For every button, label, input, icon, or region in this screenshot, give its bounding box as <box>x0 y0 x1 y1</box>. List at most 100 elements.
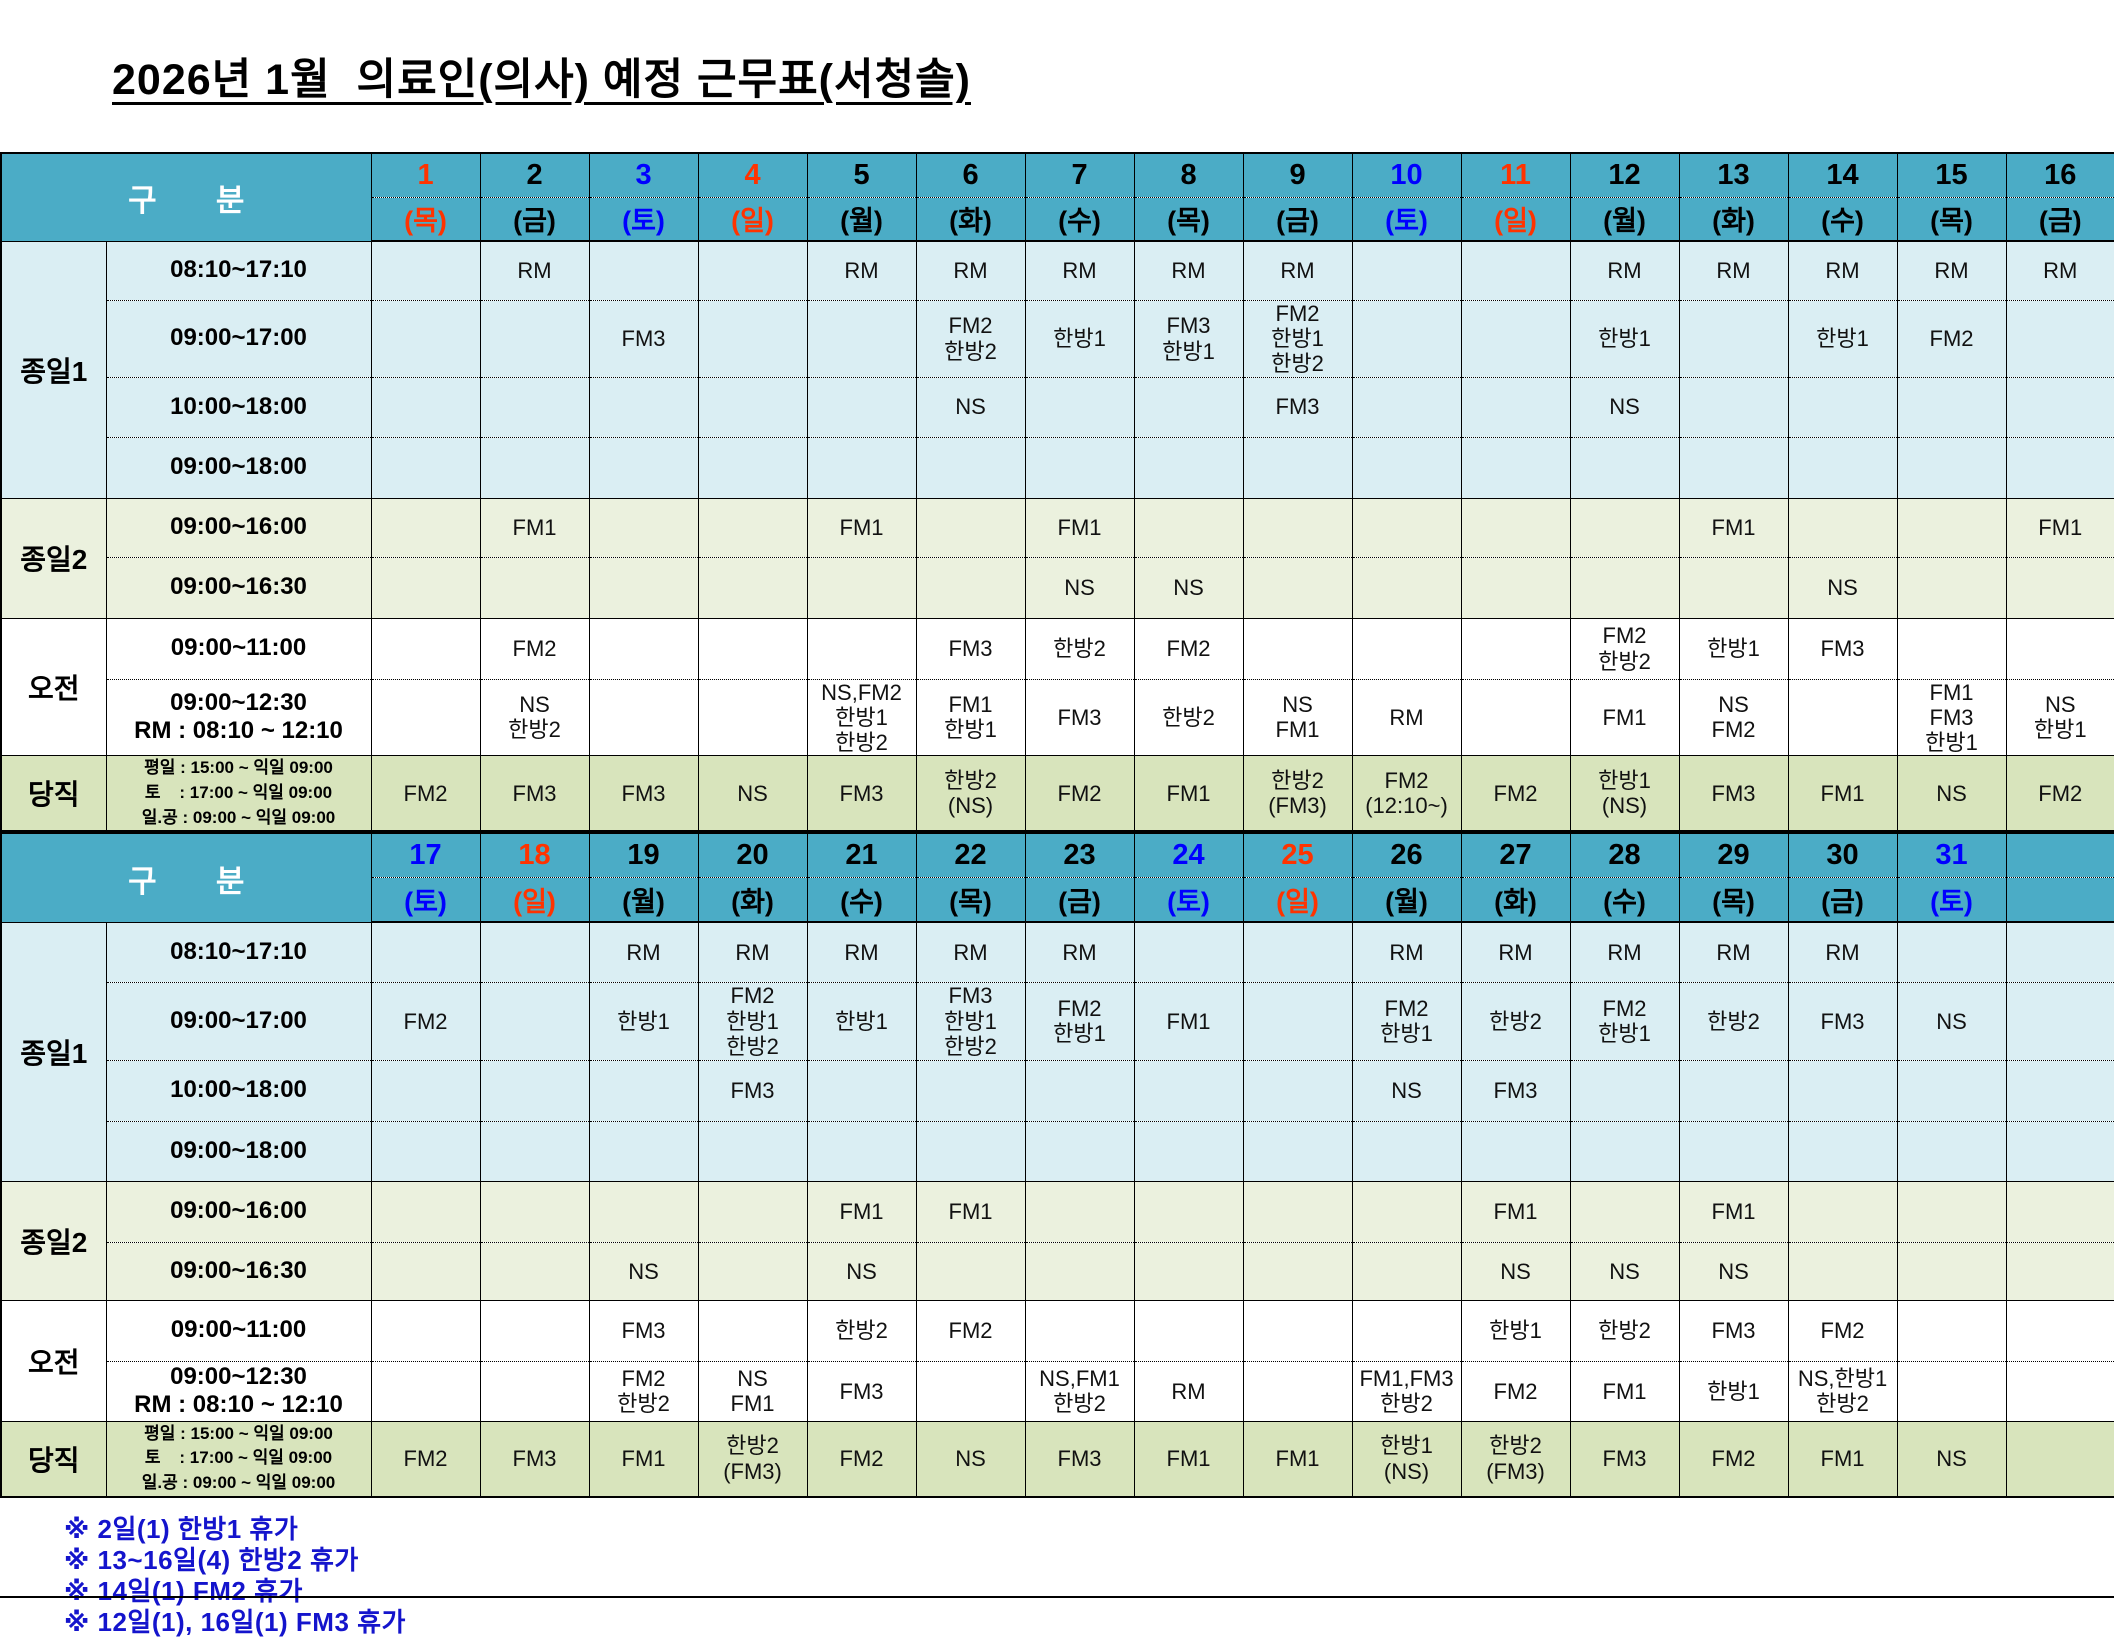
schedule-cell: FM2 한방2 <box>588 1360 699 1422</box>
schedule-cell: FM2 <box>915 1299 1026 1362</box>
schedule-cell <box>1569 436 1680 498</box>
schedule-cell <box>1569 1059 1680 1122</box>
schedule-cell <box>1787 376 1898 437</box>
schedule-cell: FM1 FM3 한방1 <box>1896 678 2007 756</box>
schedule-cell <box>697 240 808 300</box>
schedule-cell: FM1 <box>1678 497 1789 557</box>
tables-mount: 구 분 1 2 3 4 5 6 7 8 9 10 11 12 13 14 15 16 (목) (금) (토) (일) (월… <box>0 152 2114 1498</box>
schedule-cell <box>1678 556 1789 618</box>
day-number-header: 14 <box>1787 152 1898 197</box>
schedule-cell <box>1024 376 1135 437</box>
time-slot-label: 10:00~18:00 <box>105 376 372 437</box>
day-number-header: 10 <box>1351 152 1462 197</box>
schedule-cell: FM3 한방1 한방2 <box>915 981 1026 1061</box>
schedule-cell <box>1787 436 1898 498</box>
schedule-cell: RM <box>806 240 917 300</box>
schedule-cell: FM1 <box>1133 755 1244 832</box>
schedule-cell <box>2005 617 2114 679</box>
schedule-cell <box>1896 1299 2007 1362</box>
schedule-cell <box>370 436 481 498</box>
day-number-header <box>2005 832 2114 878</box>
schedule-cell: FM2 <box>370 981 481 1061</box>
schedule-cell <box>915 436 1026 498</box>
schedule-cell <box>806 376 917 437</box>
schedule-cell <box>370 1360 481 1422</box>
schedule-cell <box>479 436 590 498</box>
schedule-cell: FM1 <box>2005 497 2114 557</box>
day-weekday-header: (목) <box>1678 876 1789 924</box>
schedule-table-1: 구 분 1 2 3 4 5 6 7 8 9 10 11 12 13 14 15 16 (목) (금) (토) (일) (월… <box>0 152 2114 833</box>
schedule-cell <box>588 617 699 679</box>
time-slot-label: 09:00~12:30 RM : 08:10 ~ 12:10 <box>105 678 372 756</box>
schedule-cell <box>2005 1180 2114 1243</box>
schedule-cell: FM3 <box>806 755 917 832</box>
schedule-cell <box>697 617 808 679</box>
time-slot-label: 09:00~17:00 <box>105 299 372 377</box>
schedule-cell <box>1242 1059 1353 1122</box>
schedule-cell <box>697 299 808 377</box>
schedule-cell <box>2005 921 2114 983</box>
schedule-cell: FM3 <box>1024 1420 1135 1497</box>
day-number-header: 6 <box>915 152 1026 197</box>
schedule-cell <box>1460 436 1571 498</box>
schedule-cell: FM2 <box>370 1420 481 1497</box>
schedule-cell: FM2 <box>1460 755 1571 832</box>
schedule-cell: FM2 한방2 <box>915 299 1026 377</box>
schedule-cell <box>1351 1120 1462 1182</box>
day-number-header: 30 <box>1787 832 1898 878</box>
schedule-cell: 한방1 (NS) <box>1569 755 1680 832</box>
day-weekday-header: (일) <box>479 876 590 924</box>
schedule-cell <box>915 1360 1026 1422</box>
schedule-cell: NS <box>1460 1241 1571 1301</box>
day-weekday-header: (수) <box>1787 196 1898 242</box>
schedule-cell <box>2005 1241 2114 1301</box>
day-number-header: 15 <box>1896 152 2007 197</box>
schedule-cell: NS 한방1 <box>2005 678 2114 756</box>
schedule-cell: RM <box>1024 921 1135 983</box>
day-weekday-header: (금) <box>479 196 590 242</box>
schedule-cell <box>588 240 699 300</box>
schedule-cell: RM <box>1351 678 1462 756</box>
day-weekday-header: (금) <box>1242 196 1353 242</box>
schedule-cell: 한방2 <box>1460 981 1571 1061</box>
schedule-cell <box>697 376 808 437</box>
schedule-cell: FM2 한방1 <box>1024 981 1135 1061</box>
schedule-cell <box>479 981 590 1061</box>
day-weekday-header: (화) <box>1678 196 1789 242</box>
schedule-cell: FM1 <box>1133 1420 1244 1497</box>
schedule-cell: RM <box>1678 240 1789 300</box>
schedule-cell <box>588 1180 699 1243</box>
time-slot-label: 09:00~11:00 <box>105 617 372 679</box>
schedule-cell <box>1678 1120 1789 1182</box>
schedule-cell: FM3 <box>588 299 699 377</box>
schedule-cell: FM2 한방1 <box>1351 981 1462 1061</box>
schedule-cell <box>1896 1360 2007 1422</box>
schedule-cell: FM3 <box>806 1360 917 1422</box>
schedule-cell: 한방2 (FM3) <box>1460 1420 1571 1497</box>
schedule-cell: FM3 <box>1460 1059 1571 1122</box>
schedule-cell: NS <box>1569 376 1680 437</box>
schedule-cell: 한방2 <box>1569 1299 1680 1362</box>
schedule-cell: NS FM2 <box>1678 678 1789 756</box>
schedule-cell: 한방2 (FM3) <box>697 1420 808 1497</box>
schedule-cell <box>697 556 808 618</box>
schedule-cell <box>1242 921 1353 983</box>
schedule-cell: 한방2 (FM3) <box>1242 755 1353 832</box>
schedule-cell <box>1133 1299 1244 1362</box>
schedule-cell <box>1787 1059 1898 1122</box>
schedule-cell <box>588 678 699 756</box>
schedule-cell <box>370 1299 481 1362</box>
schedule-cell <box>1242 981 1353 1061</box>
schedule-cell <box>1460 299 1571 377</box>
day-number-header: 3 <box>588 152 699 197</box>
schedule-cell: NS <box>1678 1241 1789 1301</box>
day-weekday-header: (금) <box>1024 876 1135 924</box>
schedule-cell <box>806 617 917 679</box>
row-group-label: 종일1 <box>0 240 106 498</box>
schedule-cell <box>1024 1299 1135 1362</box>
day-weekday-header: (목) <box>370 196 481 242</box>
schedule-cell <box>915 556 1026 618</box>
schedule-cell: 한방1 <box>1569 299 1680 377</box>
schedule-cell <box>1678 299 1789 377</box>
schedule-cell: FM1 <box>588 1420 699 1497</box>
